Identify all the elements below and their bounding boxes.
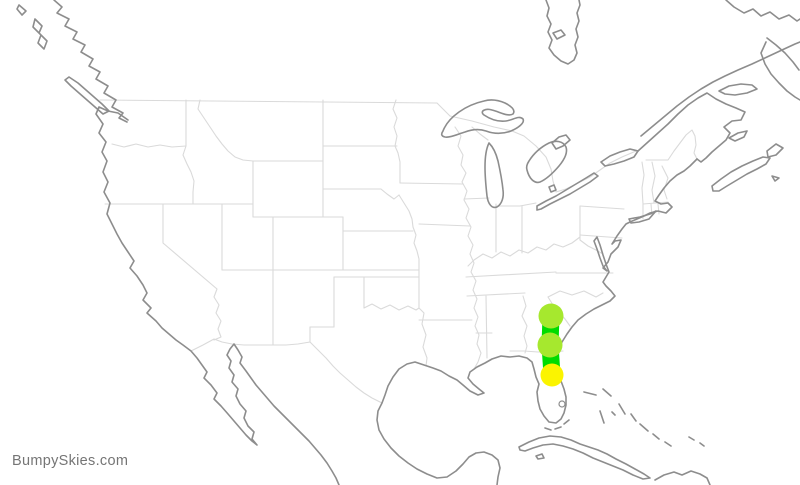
coastline-haida-gwaii (32, 18, 48, 50)
coastline-nova-scotia (711, 156, 771, 192)
coastlines (16, 0, 800, 485)
route-point (538, 303, 564, 329)
state-borders (99, 99, 698, 404)
florida-keys (544, 419, 570, 431)
coastline-newfoundland (766, 37, 800, 71)
coastline-anticosti (718, 83, 758, 96)
coastline-pei (728, 130, 748, 142)
flight-route (537, 303, 564, 387)
coastline-james-bay (545, 0, 581, 65)
lake-erie (536, 172, 599, 211)
bumpyskies-watermark: BumpySkies.com (12, 453, 129, 469)
coastline-vancouver-island (64, 76, 110, 115)
route-point (540, 363, 564, 387)
coastline-bahamas (583, 388, 705, 447)
lake-okeechobee (558, 400, 566, 408)
lake-superior (440, 99, 525, 138)
route-point (537, 332, 563, 358)
coastline-west (95, 106, 340, 485)
coastline-british-columbia (53, 0, 128, 123)
coastline-atlantic-gulf (376, 158, 698, 485)
coastline-st-lawrence (637, 92, 746, 163)
lake-michigan (484, 142, 505, 209)
coastline-long-island (628, 210, 657, 224)
coastline-cuba (518, 435, 651, 480)
lake-huron (525, 140, 568, 184)
lake-ontario (600, 148, 639, 167)
coastline-hispaniola (654, 470, 711, 485)
